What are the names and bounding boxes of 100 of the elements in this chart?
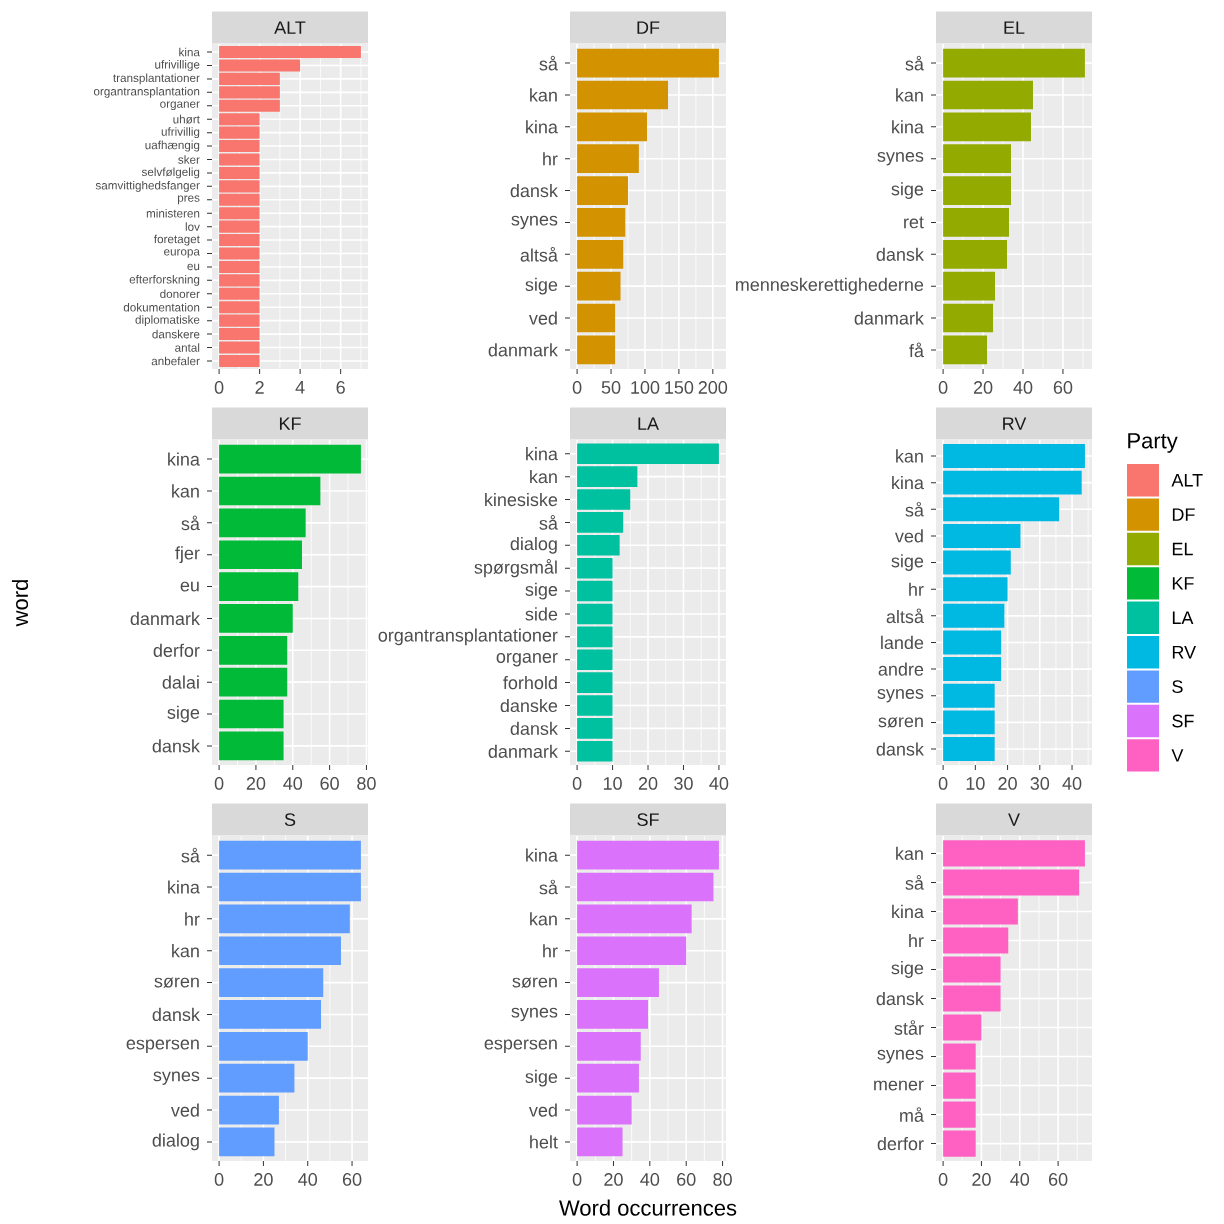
y-tick-label: kina [526, 848, 558, 862]
bar [943, 840, 1085, 867]
y-tick-label: uafhængig [145, 140, 200, 152]
x-tick-label: 40 [283, 777, 303, 790]
y-tick-label: danmark [130, 611, 200, 626]
bar [577, 512, 624, 533]
y-tick-label: danmark [854, 311, 924, 325]
y-tick-label: organtransplantationer [378, 628, 558, 646]
y-tick-label: kan [172, 944, 199, 958]
y-tick-label: kan [530, 470, 557, 484]
x-tick-label: 10 [966, 777, 985, 790]
bar [577, 1000, 649, 1029]
y-tick-label: danskere [152, 329, 200, 339]
bar [943, 1101, 976, 1128]
y-tick-label: hr [543, 152, 558, 166]
bar [577, 580, 613, 602]
x-tick-label: 20 [638, 777, 658, 790]
bar [219, 872, 361, 902]
legend-label: KF [1172, 577, 1194, 590]
y-tick-label: danmark [488, 744, 558, 758]
y-tick-label: organer [160, 101, 200, 111]
x-tick-label: 20 [254, 1173, 273, 1186]
chart-title: V [1008, 813, 1020, 826]
y-tick-label: kina [892, 120, 924, 134]
y-tick-label: fjer [175, 546, 200, 564]
bar [943, 1014, 982, 1041]
y-tick-label: kan [896, 846, 923, 861]
x-tick-label: 0 [214, 381, 224, 394]
bar [577, 48, 719, 78]
bar [943, 144, 1012, 174]
x-tick-label: 0 [938, 1173, 948, 1186]
bar [943, 898, 1018, 925]
bar [943, 208, 1010, 237]
bar [219, 936, 341, 966]
bar [219, 635, 288, 665]
y-tick-label: danske [500, 698, 558, 713]
x-tick-label: 20 [998, 777, 1017, 790]
bar [219, 1000, 322, 1029]
y-tick-label: dalai [162, 675, 199, 689]
x-tick-label: 20 [246, 777, 266, 790]
legend-label: SF [1172, 714, 1194, 728]
bar [943, 470, 1082, 495]
x-tick-label: 60 [342, 1173, 362, 1186]
y-tick-label: dansk [152, 739, 200, 753]
bar [219, 840, 361, 870]
bar [577, 626, 613, 648]
bar [219, 508, 306, 538]
bar [219, 444, 361, 474]
y-tick-label: så [181, 847, 200, 863]
bar [577, 176, 628, 205]
y-tick-label: synes [153, 1071, 200, 1085]
bar [577, 443, 719, 465]
bar [943, 683, 995, 708]
chart-title: LA [638, 417, 659, 430]
x-tick-label: 20 [972, 1173, 991, 1186]
y-tick-label: synes [877, 1049, 924, 1064]
bar [219, 667, 288, 697]
bar [943, 271, 996, 301]
bar [577, 80, 669, 110]
y-tick-label: sker [178, 155, 200, 164]
bar [943, 956, 1001, 983]
bar [943, 523, 1021, 548]
bar [219, 1127, 275, 1157]
y-tick-label: ved [528, 311, 557, 325]
bar [943, 737, 995, 762]
y-tick-label: synes [511, 215, 558, 230]
x-tick-label: 6 [336, 381, 345, 394]
y-tick-label: ufrivillig [161, 127, 200, 139]
y-tick-label: kina [168, 452, 200, 466]
y-tick-label: dansk [876, 742, 924, 756]
bar [219, 540, 302, 570]
bar [577, 239, 624, 269]
y-tick-label: transplantationer [113, 73, 200, 85]
x-tick-label: 10 [603, 777, 622, 790]
x-tick-label: 80 [713, 1173, 732, 1186]
y-tick-label: kinesiske [485, 492, 558, 507]
y-tick-label: lov [185, 222, 200, 231]
y-tick-label: kina [892, 476, 924, 490]
y-tick-label: uhørt [173, 114, 200, 124]
y-tick-label: få [909, 342, 924, 358]
y-tick-label: eu [187, 263, 200, 271]
bar [577, 968, 659, 997]
bar [577, 603, 613, 625]
bar [943, 1072, 976, 1099]
y-tick-label: altså [520, 246, 558, 262]
x-tick-label: 60 [320, 777, 339, 790]
y-tick-label: kan [172, 484, 199, 498]
x-tick-label: 0 [214, 1173, 224, 1186]
bar [943, 303, 994, 333]
y-tick-label: kina [526, 447, 558, 461]
y-tick-label: dialog [510, 536, 557, 554]
bar [577, 904, 692, 934]
bar [577, 1127, 623, 1157]
y-tick-label: ufrivillige [155, 60, 200, 71]
bar [577, 872, 714, 902]
y-tick-label: selvfølgelig [141, 167, 200, 179]
x-axis-title: Word occurrences [559, 1199, 737, 1216]
y-tick-label: ret [904, 216, 924, 229]
bar [943, 710, 995, 735]
y-tick-label: står [894, 1020, 924, 1035]
